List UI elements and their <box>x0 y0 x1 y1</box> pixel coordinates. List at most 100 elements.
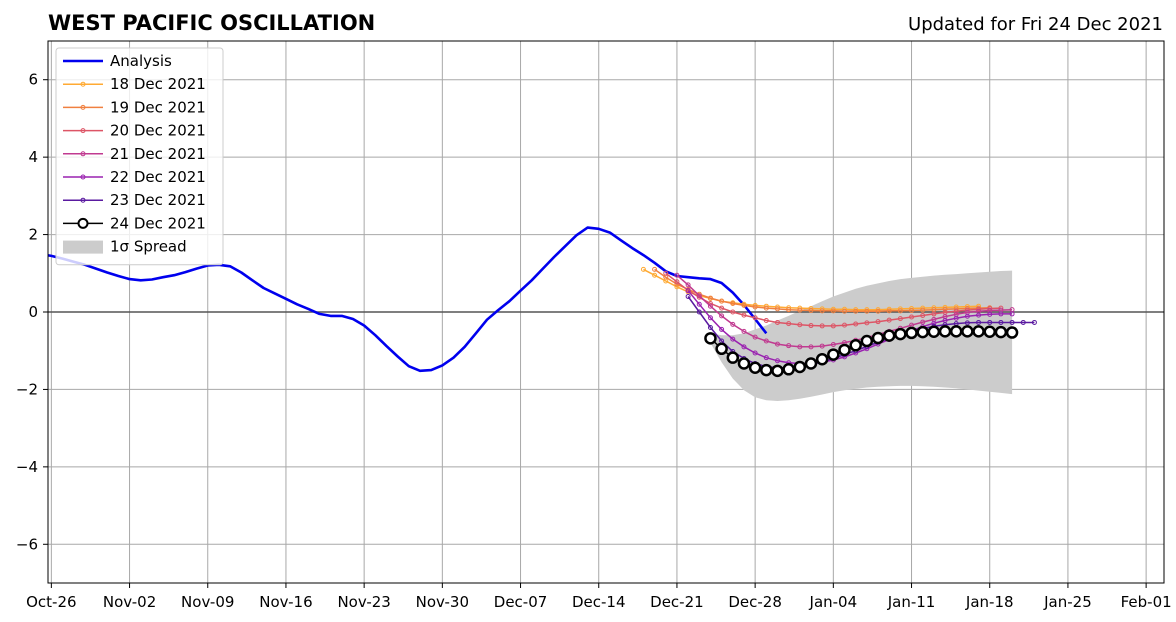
forecast-point <box>696 301 702 307</box>
forecast-point <box>808 344 814 350</box>
x-axis: Oct-26 Nov-02 Nov-09 Nov-16 Nov-23 Nov-30 Dec-… <box>26 583 1172 611</box>
forecast-point <box>976 312 982 318</box>
forecast-point <box>674 279 680 285</box>
forecast-point <box>741 302 747 308</box>
forecast-point <box>819 308 825 314</box>
series-24-dec-2021 <box>704 325 1019 378</box>
latest-point <box>983 325 996 338</box>
forecast-point <box>842 322 848 328</box>
forecast-line <box>665 272 1001 327</box>
forecast-point <box>897 308 903 314</box>
forecast-point <box>1020 319 1026 325</box>
forecast-line <box>676 274 1013 348</box>
forecast-point <box>976 319 982 325</box>
forecast-point <box>763 305 769 311</box>
forecast-point <box>774 341 780 347</box>
forecast-point <box>808 307 814 313</box>
forecast-point <box>931 320 937 326</box>
y-tick-label: −4 <box>16 458 38 476</box>
latest-point <box>748 361 762 374</box>
x-tick-label: Nov-16 <box>259 593 312 611</box>
forecast-point <box>786 307 792 313</box>
latest-point <box>760 363 773 377</box>
forecast-point <box>842 308 848 314</box>
y-tick-label: 6 <box>28 71 38 89</box>
legend-label: 23 Dec 2021 <box>110 191 206 209</box>
forecast-point <box>774 319 780 325</box>
legend-label: 1σ Spread <box>110 238 187 256</box>
forecast-point <box>875 319 881 325</box>
forecast-point <box>707 303 713 309</box>
forecast-point <box>741 328 747 334</box>
forecast-point <box>707 295 713 301</box>
legend-label: 20 Dec 2021 <box>110 122 206 140</box>
forecast-line <box>654 268 990 312</box>
latest-point <box>715 342 728 356</box>
forecast-point <box>909 314 915 320</box>
x-tick-label: Dec-28 <box>728 593 782 611</box>
forecast-point <box>774 306 780 312</box>
forecast-point <box>797 307 803 313</box>
latest-point <box>882 329 896 342</box>
forecast-point <box>730 336 736 342</box>
x-tick-label: Nov-30 <box>416 593 469 611</box>
legend-swatch-marker <box>80 104 86 110</box>
forecast-point <box>652 266 658 272</box>
x-tick-label: Jan-11 <box>887 593 936 611</box>
forecast-point <box>763 355 769 361</box>
forecast-point <box>886 308 892 314</box>
legend-entry: Analysis <box>63 52 172 70</box>
legend-swatch-marker <box>80 128 86 134</box>
forecast-point <box>942 306 948 312</box>
forecast-point <box>998 311 1004 317</box>
legend-swatch-marker <box>80 81 86 87</box>
legend-swatch-spread <box>63 240 103 254</box>
latest-point <box>894 327 907 341</box>
legend-swatch-marker <box>80 151 86 157</box>
chart-title: WEST PACIFIC OSCILLATION <box>48 11 375 35</box>
forecast-point <box>719 313 725 319</box>
x-tick-label: Dec-14 <box>572 593 626 611</box>
forecast-point <box>875 308 881 314</box>
forecast-point <box>808 323 814 329</box>
forecast-point <box>786 321 792 327</box>
x-tick-label: Jan-04 <box>809 593 858 611</box>
forecast-point <box>1009 319 1015 325</box>
forecast-point <box>730 321 736 327</box>
forecast-point <box>987 319 993 325</box>
latest-point <box>871 331 885 345</box>
forecast-point <box>730 309 736 315</box>
forecast-point <box>696 293 702 299</box>
latest-point <box>827 348 840 361</box>
forecast-point <box>774 358 780 364</box>
legend-entry: 22 Dec 2021 <box>63 168 206 186</box>
forecast-point <box>752 315 758 321</box>
forecast-point <box>830 308 836 314</box>
legend-swatch-marker <box>80 174 86 180</box>
y-axis: 6 4 2 0 −2 −4 −6 <box>16 71 48 553</box>
legend-label: 24 Dec 2021 <box>110 214 206 232</box>
latest-point <box>938 325 952 338</box>
legend-label: 22 Dec 2021 <box>110 168 206 186</box>
forecast-point <box>696 309 702 315</box>
latest-point <box>916 325 929 339</box>
forecast-point <box>909 307 915 313</box>
legend-label: 18 Dec 2021 <box>110 75 206 93</box>
latest-point <box>927 325 941 338</box>
x-tick-label: Nov-02 <box>103 593 156 611</box>
forecast-point <box>763 318 769 324</box>
forecast-point <box>920 312 926 318</box>
forecast-point <box>953 315 959 321</box>
chart-subtitle: Updated for Fri 24 Dec 2021 <box>908 14 1163 35</box>
forecast-point <box>964 313 970 319</box>
forecast-point <box>819 343 825 349</box>
forecast-point <box>652 272 658 278</box>
forecast-point <box>786 343 792 349</box>
series-20-dec-2021 <box>663 270 1004 329</box>
forecast-point <box>707 315 713 321</box>
forecast-point <box>741 312 747 318</box>
forecast-point <box>685 294 691 300</box>
latest-point <box>737 357 751 370</box>
x-tick-label: Jan-18 <box>965 593 1014 611</box>
